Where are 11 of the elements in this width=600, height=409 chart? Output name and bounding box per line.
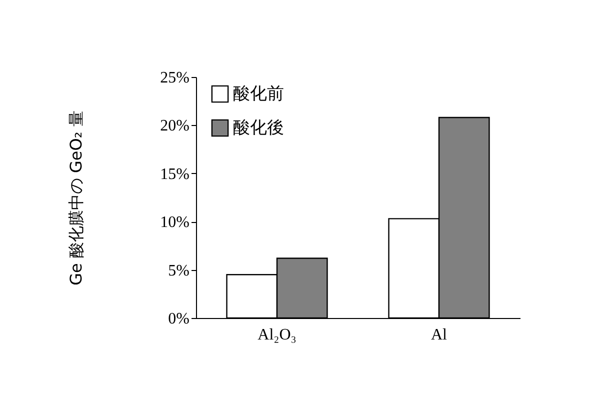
y-tick-label: 10% [160,214,190,232]
legend-label: 酸化後 [233,118,284,138]
y-tick-label: 25% [160,70,190,86]
y-tick-label: 0% [168,310,190,328]
x-tick-label: Al [431,326,448,344]
y-tick-label: 20% [160,118,190,135]
y-tick-label: 5% [168,262,190,280]
y-axis-title: Ge 酸化膜中の GeO₂ 量 [66,110,86,286]
y-tick-label: 15% [160,166,190,183]
legend-label: 酸化前 [233,84,284,104]
x-tick-label: Al₂O₃ [258,326,296,344]
